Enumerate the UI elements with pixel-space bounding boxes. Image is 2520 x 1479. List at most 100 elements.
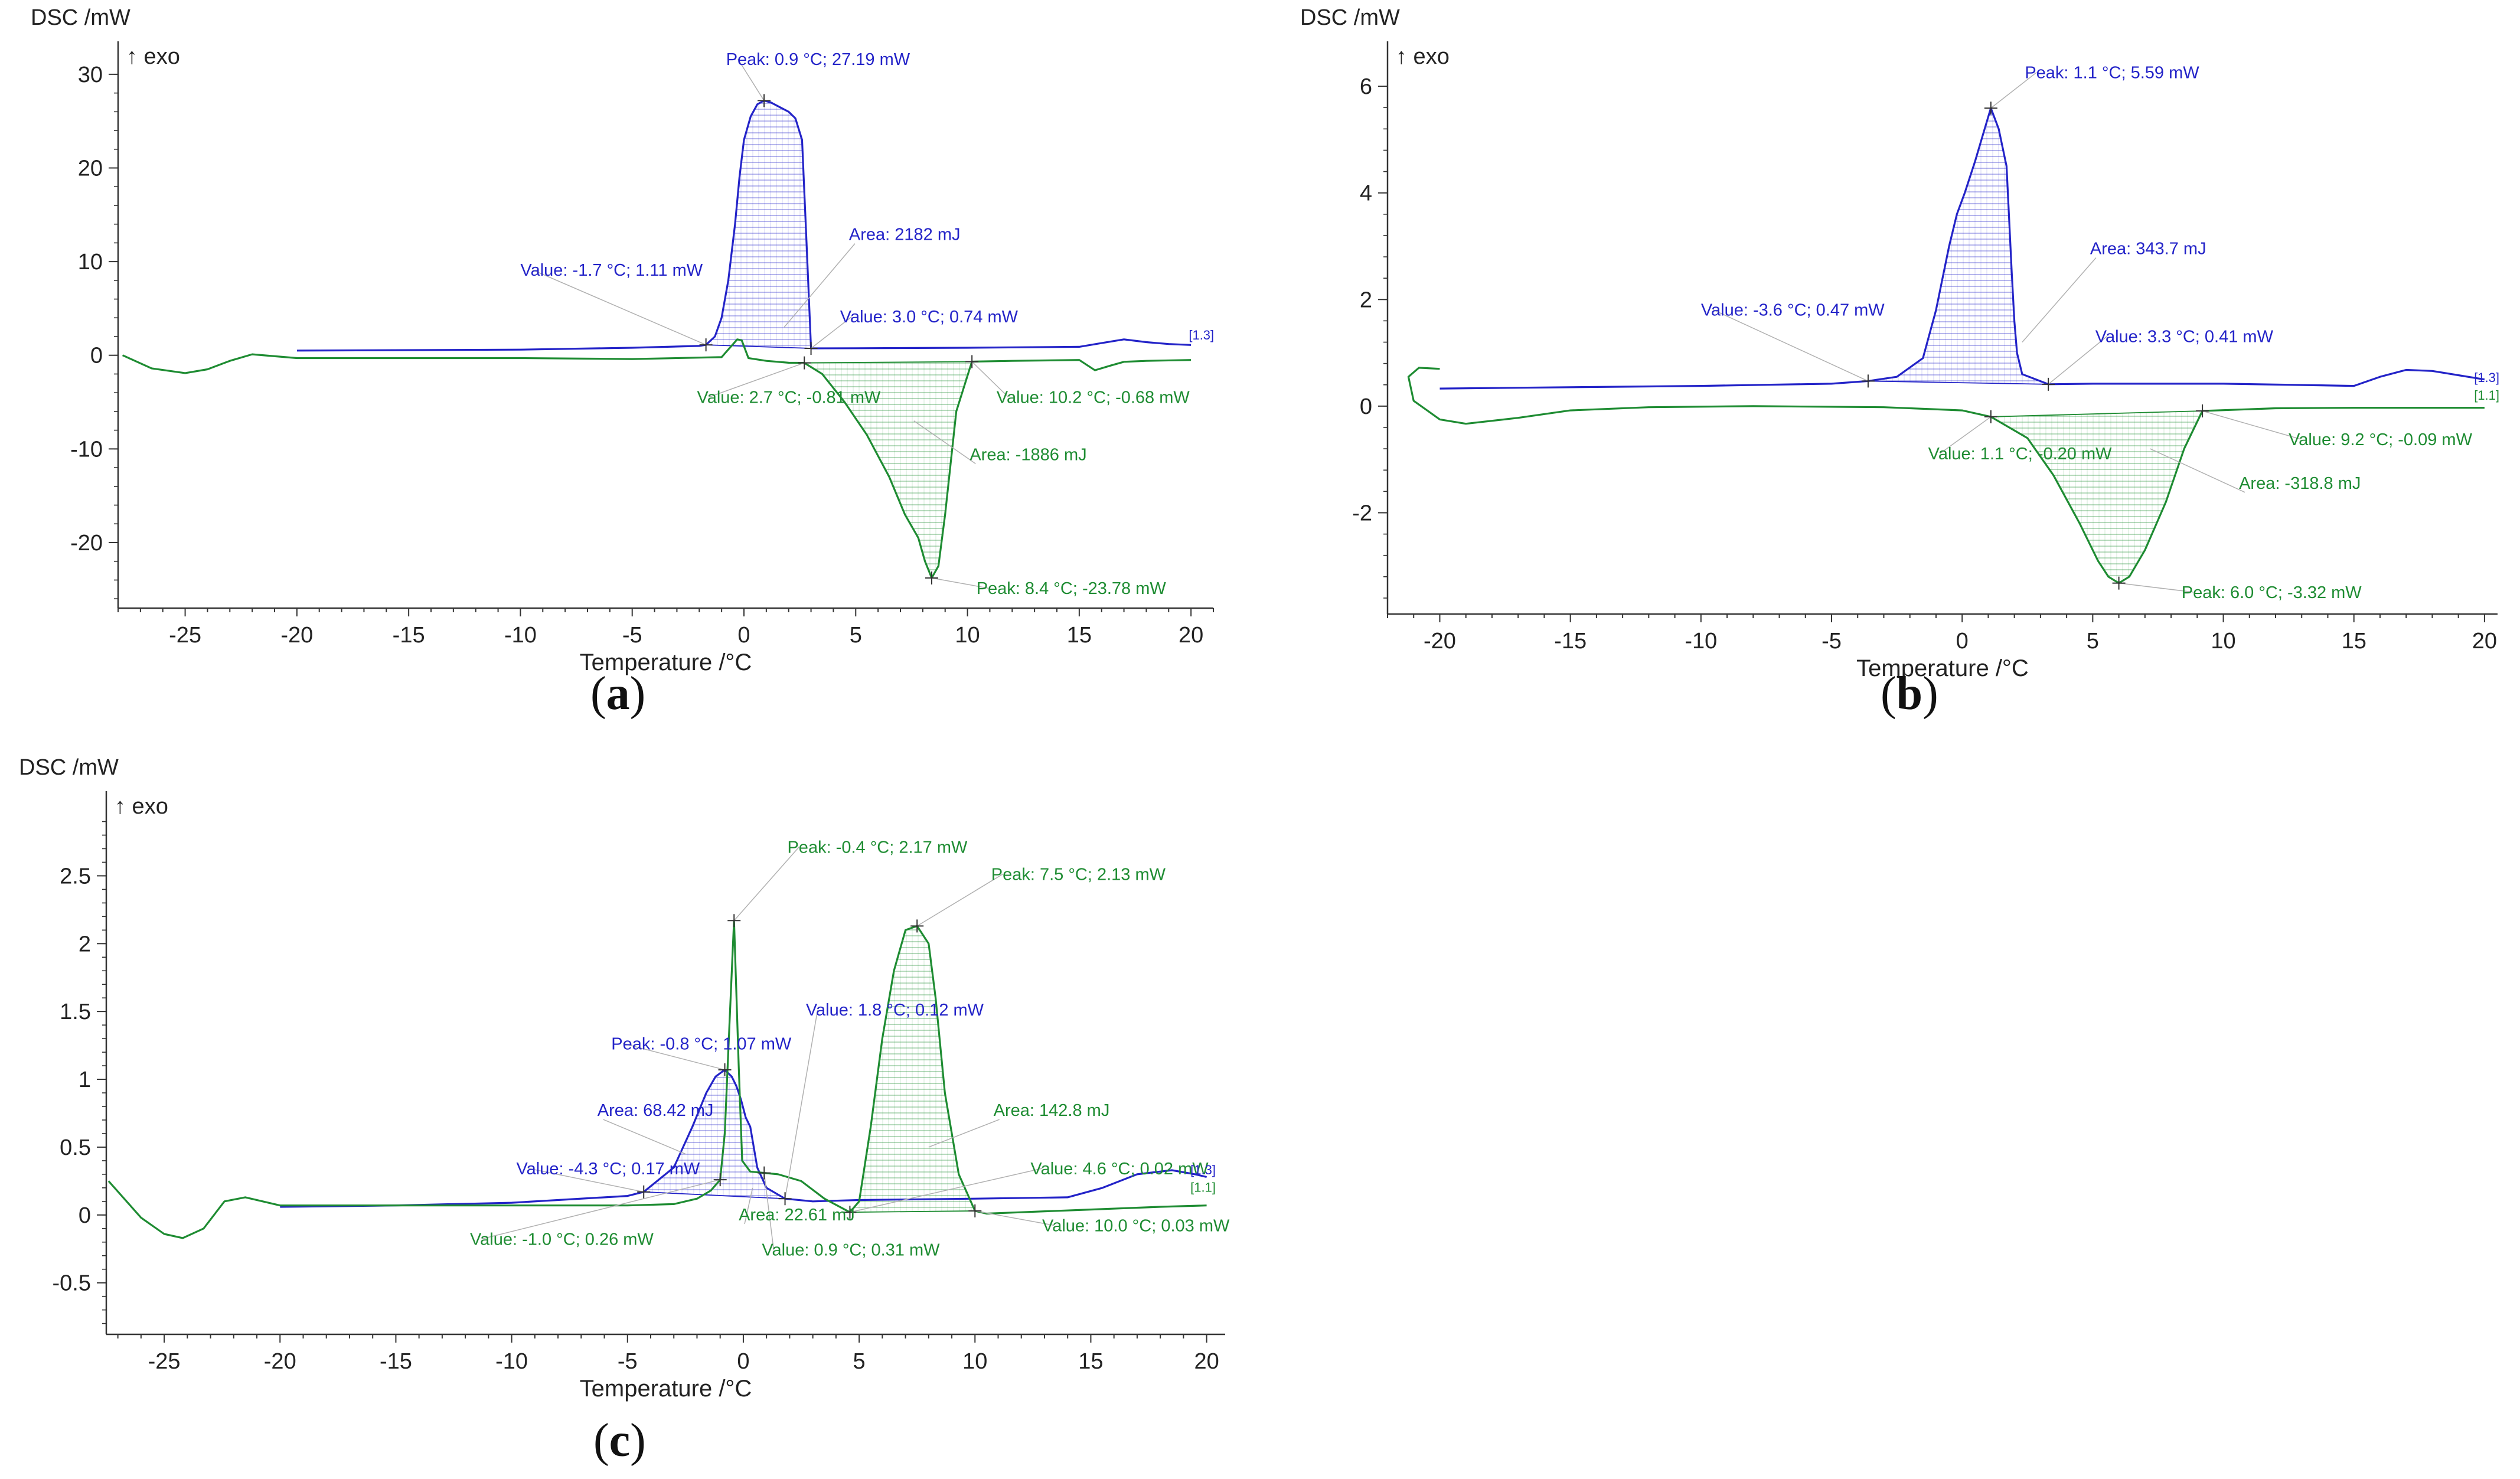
integrated-area-green: [804, 361, 972, 578]
data-point-marker: [910, 919, 924, 933]
integrated-area-blue: [706, 100, 811, 348]
value-label: Peak: 6.0 °C; -3.32 mW: [2182, 583, 2362, 602]
x-tick-label: -10: [504, 623, 537, 648]
leader-line: [709, 362, 805, 398]
x-tick-label: 20: [2472, 629, 2497, 654]
y-axis-title: DSC /mW: [1300, 5, 1400, 30]
series-tag: [1.1]: [1190, 1180, 1216, 1195]
leader-line: [928, 1119, 1000, 1148]
leader-line: [784, 243, 856, 328]
leader-line: [931, 577, 988, 589]
data-point-marker: [713, 1173, 727, 1187]
area-label: Area: 68.42 mJ: [598, 1101, 714, 1120]
x-tick-label: 5: [853, 1349, 866, 1374]
x-tick-label: 20: [1179, 623, 1203, 648]
x-tick-label: -5: [618, 1349, 638, 1374]
integrated-area-green: [1990, 410, 2203, 583]
series-line-green: [122, 338, 1192, 579]
panel-label-a: (a): [590, 668, 646, 720]
baseline-green: [804, 361, 972, 364]
x-tick-label: -25: [148, 1349, 181, 1374]
data-point-marker: [2042, 377, 2055, 391]
leader-line: [1712, 309, 1869, 382]
x-tick-label: -10: [495, 1349, 528, 1374]
panel-label-b: (b): [1881, 668, 1938, 720]
y-tick-label: 0: [90, 344, 103, 368]
leader-line: [971, 361, 1009, 398]
y-tick-label: 6: [1360, 74, 1372, 99]
value-label: Peak: -0.8 °C; 1.07 mW: [611, 1034, 792, 1053]
x-tick-label: -10: [1685, 629, 1717, 654]
baseline-blue: [1868, 380, 2049, 385]
leader-line: [916, 873, 1004, 927]
series-line-green: [1407, 367, 2485, 585]
x-tick-label: -25: [169, 623, 201, 648]
dsc-chart-a: -25 -20 -15 -10 -5 0 5 10 15 20 30 20 10 0 -10 -20 DSC /…: [31, 5, 1214, 675]
data-point-marker: [2112, 576, 2126, 590]
value-label: Value: -1.0 °C; 0.26 mW: [470, 1230, 654, 1249]
x-axis-title: Temperature /°C: [1856, 655, 2029, 681]
x-tick-label: 10: [962, 1349, 987, 1374]
y-tick-label: -0.5: [53, 1271, 91, 1296]
leader-line: [2048, 335, 2108, 385]
x-tick-label: 0: [737, 623, 750, 648]
data-point-marker: [1861, 374, 1875, 388]
value-label: Peak: 0.9 °C; 27.19 mW: [726, 50, 910, 69]
data-point-marker: [804, 341, 818, 355]
series-tag: [1.1]: [2474, 388, 2499, 403]
y-axis-title: DSC /mW: [19, 755, 119, 780]
x-tick-label: 15: [1067, 623, 1092, 648]
leader-line: [481, 1179, 720, 1240]
baseline-blue: [706, 344, 811, 349]
exo-label: ↑ exo: [126, 44, 180, 69]
data-point-marker: [699, 338, 713, 352]
leader-line: [2150, 448, 2245, 493]
data-point-marker: [727, 914, 741, 928]
value-label: Value: 10.2 °C; -0.68 mW: [997, 388, 1190, 407]
x-tick-label: 15: [2342, 629, 2366, 654]
leader-line: [2202, 410, 2301, 440]
y-tick-label: -10: [70, 437, 103, 462]
chart-panel-a: -25 -20 -15 -10 -5 0 5 10 15 20 30 20 10 0 -10 -20 DSC /…: [0, 0, 1240, 732]
y-tick-label: -2: [1352, 501, 1372, 525]
value-label: Peak: 1.1 °C; 5.59 mW: [2025, 64, 2199, 83]
leader-line: [532, 269, 706, 345]
series-line-blue: [1439, 107, 2485, 390]
y-tick-label: 0.5: [60, 1135, 91, 1160]
leader-line: [2022, 257, 2097, 343]
y-tick-label: 0: [1360, 394, 1372, 419]
data-point-marker: [778, 1192, 792, 1206]
value-label: Value: 0.9 °C; 0.31 mW: [762, 1241, 940, 1260]
x-tick-label: -15: [380, 1349, 412, 1374]
integrated-area-blue: [1868, 108, 2049, 384]
area-label: Area: 142.8 mJ: [994, 1101, 1110, 1120]
panel-label-c: (c): [593, 1415, 646, 1467]
leader-line: [528, 1168, 644, 1193]
x-tick-label: 20: [1194, 1349, 1219, 1374]
dsc-chart-c: -25 -20 -15 -10 -5 0 5 10 15 20 2.5 2 1.5 1 0.5 0 -0.5 DS…: [19, 755, 1230, 1402]
panel-label-b-letter: b: [1896, 668, 1923, 720]
data-point-marker: [965, 355, 979, 368]
leader-line: [784, 1009, 818, 1199]
y-tick-label: -20: [70, 531, 103, 556]
value-label: Value: 10.0 °C; 0.03 mW: [1042, 1216, 1230, 1235]
x-tick-label: -5: [622, 623, 642, 648]
integrated-area-green: [850, 926, 975, 1213]
x-tick-label: 0: [1956, 629, 1969, 654]
x-axis-title: Temperature /°C: [580, 649, 752, 675]
series-tag: [1.3]: [1190, 1163, 1216, 1177]
area-label: Area: -318.8 mJ: [2239, 474, 2361, 493]
leader-line: [975, 1210, 1055, 1226]
leader-line: [1940, 416, 1992, 454]
series-line-blue: [296, 99, 1192, 352]
data-point-marker: [2196, 404, 2209, 417]
chart-panel-b: -20 -15 -10 -5 0 5 10 15 20 6 4 2 0 -2 DSC /mW ↑ exo Tem…: [1299, 0, 2520, 732]
series-line-blue: [280, 1069, 1207, 1208]
x-tick-label: -15: [1554, 629, 1587, 654]
value-label: Peak: 7.5 °C; 2.13 mW: [991, 865, 1166, 884]
series-tag: [1.3]: [2474, 370, 2499, 385]
value-label: Peak: 8.4 °C; -23.78 mW: [977, 579, 1167, 598]
leader-line: [763, 1173, 775, 1250]
y-tick-label: 2: [1360, 288, 1372, 312]
